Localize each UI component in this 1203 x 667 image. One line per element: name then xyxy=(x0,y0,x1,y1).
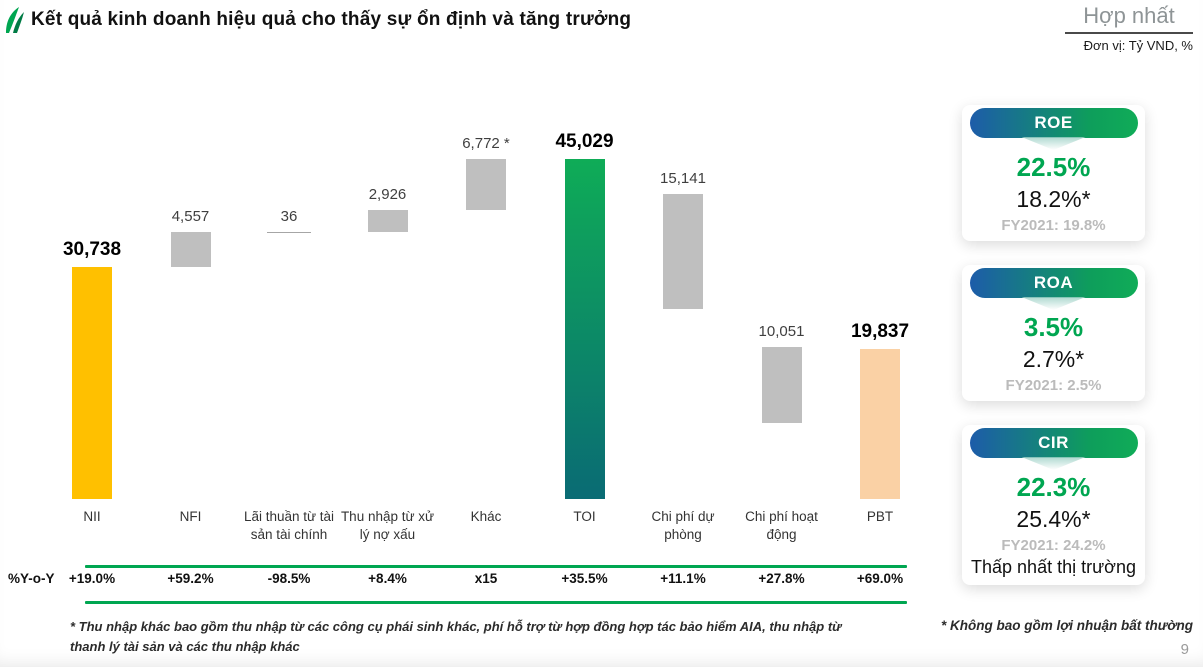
bar-category-1: NFI xyxy=(179,509,202,524)
chevron-down-icon xyxy=(1021,457,1086,470)
card-current-value: 3.5% xyxy=(1023,312,1084,342)
card-fy-note: FY2021: 24.2% xyxy=(1001,537,1106,554)
bar-yoy-4: x15 xyxy=(474,571,498,586)
bar-value-4: 6,772 * xyxy=(462,135,510,152)
bar-yoy-1: +59.2% xyxy=(167,571,214,586)
card-fy-note: FY2021: 2.5% xyxy=(1005,377,1102,394)
waterfall-bar-8 xyxy=(860,349,900,499)
bar-yoy-8: +69.0% xyxy=(856,571,904,586)
bar-value-7: 10,051 xyxy=(758,323,805,341)
leaf-icon xyxy=(4,6,25,38)
card-current-value: 22.3% xyxy=(1016,472,1091,502)
header: Kết quả kinh doanh hiệu quả cho thấy sự … xyxy=(4,6,631,38)
waterfall-bar-5 xyxy=(564,159,605,499)
card-title-pill: CIR xyxy=(969,428,1138,458)
bar-value-5: 45,029 xyxy=(555,131,614,152)
waterfall-bar-0 xyxy=(72,266,112,499)
yoy-axis-label: %Y-o-Y xyxy=(8,571,55,586)
waterfall-chart: 30,738 NII +19.0% 4,557 NFI +59.2% 36 Lãi thuần… xyxy=(62,131,910,586)
chevron-down-icon xyxy=(1021,297,1086,310)
bar-value-8: 19,837 xyxy=(850,321,910,343)
bar-value-2: 36 xyxy=(280,208,298,226)
waterfall-bar-1 xyxy=(170,232,211,267)
waterfall-bar-3 xyxy=(367,210,408,233)
card-title-pill: ROA xyxy=(969,268,1138,298)
bar-value-6: 15,141 xyxy=(660,170,706,188)
bar-yoy-5: +35.5% xyxy=(561,571,608,586)
unit-label: Đơn vị: Tỷ VND, % xyxy=(1083,38,1193,53)
card-adjusted-value: 2.7%* xyxy=(1022,346,1085,372)
bar-category-3: Thu nhập từ xử lý nợ xấu xyxy=(340,509,435,542)
bar-category-7: Chi phí hoạt động xyxy=(745,509,818,542)
footnote-left: * Thu nhập khác bao gồm thu nhập từ các … xyxy=(70,619,842,655)
card-adjusted-value: 25.4%* xyxy=(1016,506,1091,532)
card-current-value: 22.5% xyxy=(1016,152,1091,182)
bar-value-1: 4,557 xyxy=(171,208,210,226)
card-fy-note: FY2021: 19.8% xyxy=(1001,217,1106,234)
metric-card-roa: ROA 3.5% 2.7%* FY2021: 2.5% xyxy=(962,265,1145,401)
chevron-down-icon xyxy=(1021,137,1086,150)
page-number: 9 xyxy=(1180,641,1189,658)
bar-yoy-7: +27.8% xyxy=(758,571,805,586)
bar-category-8: PBT xyxy=(866,509,894,524)
bar-category-4: Khác xyxy=(470,509,502,524)
waterfall-bar-2 xyxy=(267,232,311,234)
waterfall-bar-4 xyxy=(466,159,506,211)
bar-value-0: 30,738 xyxy=(62,238,122,260)
page-title: Kết quả kinh doanh hiệu quả cho thấy sự … xyxy=(31,9,632,30)
waterfall-bar-6 xyxy=(663,194,703,310)
scope-label: Hợp nhất xyxy=(1065,3,1193,34)
metric-card-roe: ROE 22.5% 18.2%* FY2021: 19.8% xyxy=(962,105,1145,241)
divider-line-bottom xyxy=(85,601,907,604)
bar-value-3: 2,926 xyxy=(368,186,407,204)
bar-yoy-0: +19.0% xyxy=(68,571,116,586)
waterfall-bar-7 xyxy=(761,347,802,424)
divider-line-top xyxy=(85,565,907,568)
bar-yoy-6: +11.1% xyxy=(660,571,706,586)
bar-category-6: Chi phí dự phòng xyxy=(651,509,715,542)
bar-category-0: NII xyxy=(83,509,101,524)
footnote-right: * Không bao gồm lợi nhuận bất thường xyxy=(941,618,1193,633)
bar-yoy-2: -98.5% xyxy=(267,571,311,586)
card-adjusted-value: 18.2%* xyxy=(1016,186,1091,212)
bar-yoy-3: +8.4% xyxy=(368,571,407,586)
bar-category-5: TOI xyxy=(573,509,596,524)
card-extra-note: Thấp nhất thị trường xyxy=(971,557,1136,577)
card-title-pill: ROE xyxy=(969,108,1138,138)
metric-card-cir: CIR 22.3% 25.4%* FY2021: 24.2% Thấp nhất thị… xyxy=(962,425,1145,585)
bar-category-2: Lãi thuần từ tài sản tài chính xyxy=(243,509,335,542)
